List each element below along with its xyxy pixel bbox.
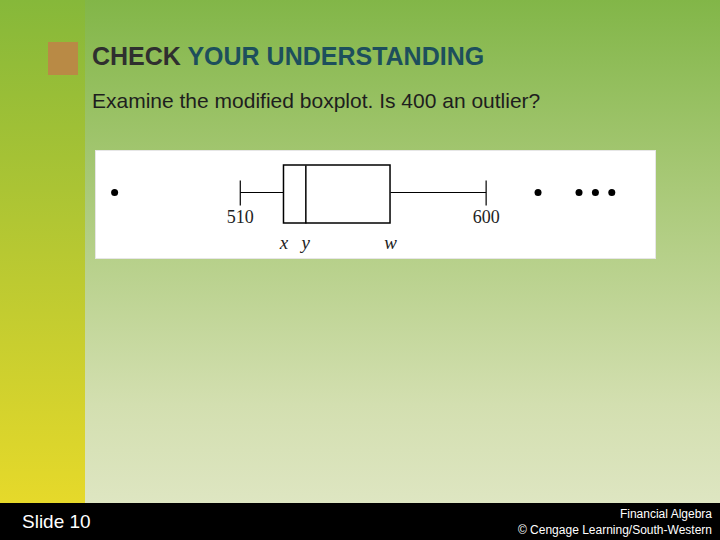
svg-text:w: w: [384, 232, 397, 253]
html-text:Examine the modified boxplot.: Examine the modified boxplot. Is 400 an …: [92, 89, 541, 112]
html-text:Slide 10: Slide 10: [22, 511, 91, 532]
svg-text:510: 510: [227, 207, 254, 227]
svg-text:y: y: [300, 232, 311, 253]
html-text:CHECK YOUR UNDERSTANDING: CHECK YOUR UNDERSTANDING: [92, 42, 485, 70]
html-text:© Cengage Learning/South-Weste: © Cengage Learning/South-Western: [517, 523, 712, 537]
svg-text:600: 600: [473, 207, 500, 227]
html-text:Financial Algebra: Financial Algebra: [619, 507, 712, 521]
svg-text:x: x: [279, 232, 289, 253]
